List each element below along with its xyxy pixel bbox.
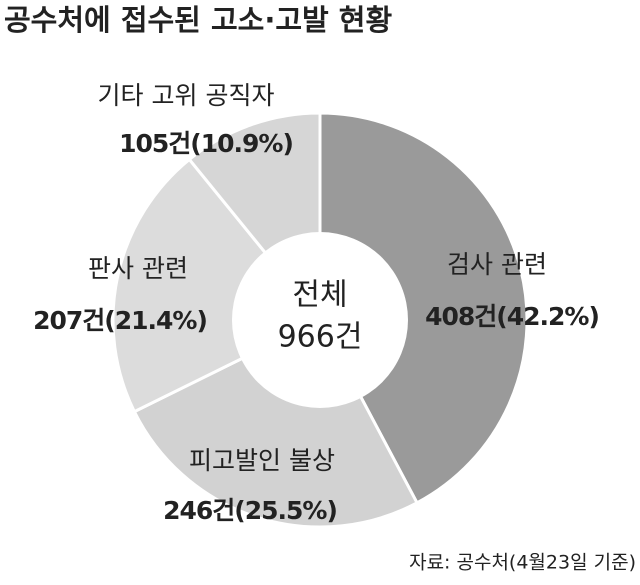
donut-hole bbox=[232, 232, 408, 408]
slice bbox=[318, 111, 529, 505]
chart-title: 공수처에 접수된 고소·고발 현황 bbox=[4, 3, 392, 37]
slice-label: 검사 관련 bbox=[447, 250, 547, 279]
center-title: 전체 bbox=[292, 278, 347, 313]
center-value: 966건 bbox=[278, 320, 363, 355]
slice-label: 판사 관련 bbox=[88, 254, 188, 283]
value-label: 246건(25.5%) bbox=[163, 496, 337, 525]
slice bbox=[111, 157, 323, 414]
source: 자료: 공수처(4월23일 기준) bbox=[409, 552, 636, 574]
value-label: 207건(21.4%) bbox=[33, 306, 207, 335]
slice-label: 피고발인 불상 bbox=[189, 446, 335, 475]
value-label: 408건(42.2%) bbox=[425, 302, 599, 331]
slice-label: 기타 고위 공직자 bbox=[98, 81, 275, 110]
value-label: 105건(10.9%) bbox=[119, 129, 293, 158]
